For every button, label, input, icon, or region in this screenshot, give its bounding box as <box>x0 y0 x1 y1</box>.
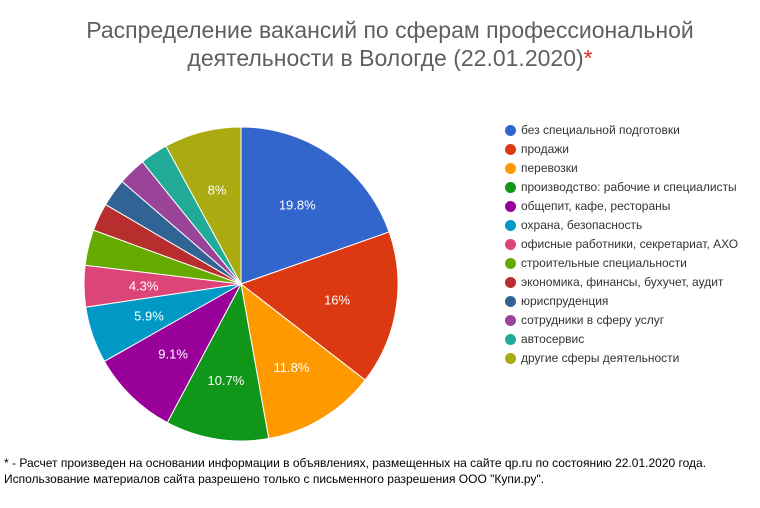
footnote-line-2: Использование материалов сайта разрешено… <box>4 472 545 486</box>
legend-item-6: офисные работники, секретариат, АХО <box>503 235 738 254</box>
legend-label-5: охрана, безопасность <box>521 218 643 232</box>
legend-item-10: сотрудники в сферу услуг <box>503 311 738 330</box>
pie-slice-label-1: 16% <box>324 293 350 308</box>
pie-slice-label-6: 4.3% <box>129 278 159 293</box>
legend-marker-8 <box>505 277 516 288</box>
legend-marker-2 <box>505 163 516 174</box>
legend-item-2: перевозки <box>503 159 738 178</box>
chart-title-text: деятельности в Вологде (22.01.2020) <box>187 45 584 71</box>
legend-marker-5 <box>505 220 516 231</box>
legend-label-0: без специальной подготовки <box>521 123 680 137</box>
legend-item-1: продажи <box>503 140 738 159</box>
legend-marker-0 <box>505 125 516 136</box>
pie-slice-label-4: 9.1% <box>158 347 188 362</box>
pie-slice-label-3: 10.7% <box>207 373 244 388</box>
legend-item-11: автосервис <box>503 330 738 349</box>
legend-marker-1 <box>505 144 516 155</box>
legend-item-7: строительные специальности <box>503 254 738 273</box>
footnote-line-1: * - Расчет произведен на основании инфор… <box>4 456 707 470</box>
legend-label-10: сотрудники в сферу услуг <box>521 313 665 327</box>
legend-label-7: строительные специальности <box>521 256 687 270</box>
chart-title: Распределение вакансий по сферам професс… <box>0 16 760 72</box>
legend-marker-7 <box>505 258 516 269</box>
chart-legend: без специальной подготовки продажи перевоз… <box>503 121 738 368</box>
legend-item-12: другие сферы деятельности <box>503 349 738 368</box>
legend-marker-4 <box>505 201 516 212</box>
pie-slice-2 <box>240 282 366 440</box>
legend-label-1: продажи <box>521 142 569 156</box>
pie-slice-4 <box>103 282 243 424</box>
legend-label-2: перевозки <box>521 161 578 175</box>
legend-label-3: производство: рабочие и специалисты <box>521 180 737 194</box>
legend-marker-11 <box>505 334 516 345</box>
legend-marker-9 <box>505 296 516 307</box>
title-asterisk: * <box>583 45 593 71</box>
legend-label-8: экономика, финансы, бухучет, аудит <box>521 275 724 289</box>
legend-marker-3 <box>505 182 516 193</box>
legend-item-0: без специальной подготовки <box>503 121 738 140</box>
legend-item-5: охрана, безопасность <box>503 216 738 235</box>
pie-slice-label-12: 8% <box>208 183 227 198</box>
pie-slice-label-2: 11.8% <box>273 360 309 375</box>
pie-slice-12 <box>165 126 242 285</box>
legend-label-12: другие сферы деятельности <box>521 351 680 365</box>
chart-title-line-1: Распределение вакансий по сферам професс… <box>86 17 694 43</box>
pie-slice-label-5: 5.9% <box>134 309 164 324</box>
legend-marker-12 <box>505 353 516 364</box>
legend-marker-6 <box>505 239 516 250</box>
legend-label-9: юриспруденция <box>521 294 609 308</box>
chart-title-line-2: деятельности в Вологде (22.01.2020)* <box>0 44 760 72</box>
legend-item-9: юриспруденция <box>503 292 738 311</box>
footnote: * - Расчет произведен на основании инфор… <box>4 455 756 487</box>
pie-slice-label-0: 19.8% <box>279 198 316 213</box>
legend-item-8: экономика, финансы, бухучет, аудит <box>503 273 738 292</box>
pie-slice-3 <box>166 282 270 442</box>
legend-item-3: производство: рабочие и специалисты <box>503 178 738 197</box>
pie-slice-1 <box>239 231 399 381</box>
legend-label-6: офисные работники, секретариат, АХО <box>521 237 739 251</box>
legend-marker-10 <box>505 315 516 326</box>
legend-item-4: общепит, кафе, рестораны <box>503 197 738 216</box>
legend-label-4: общепит, кафе, рестораны <box>521 199 671 213</box>
legend-label-11: автосервис <box>521 332 585 346</box>
